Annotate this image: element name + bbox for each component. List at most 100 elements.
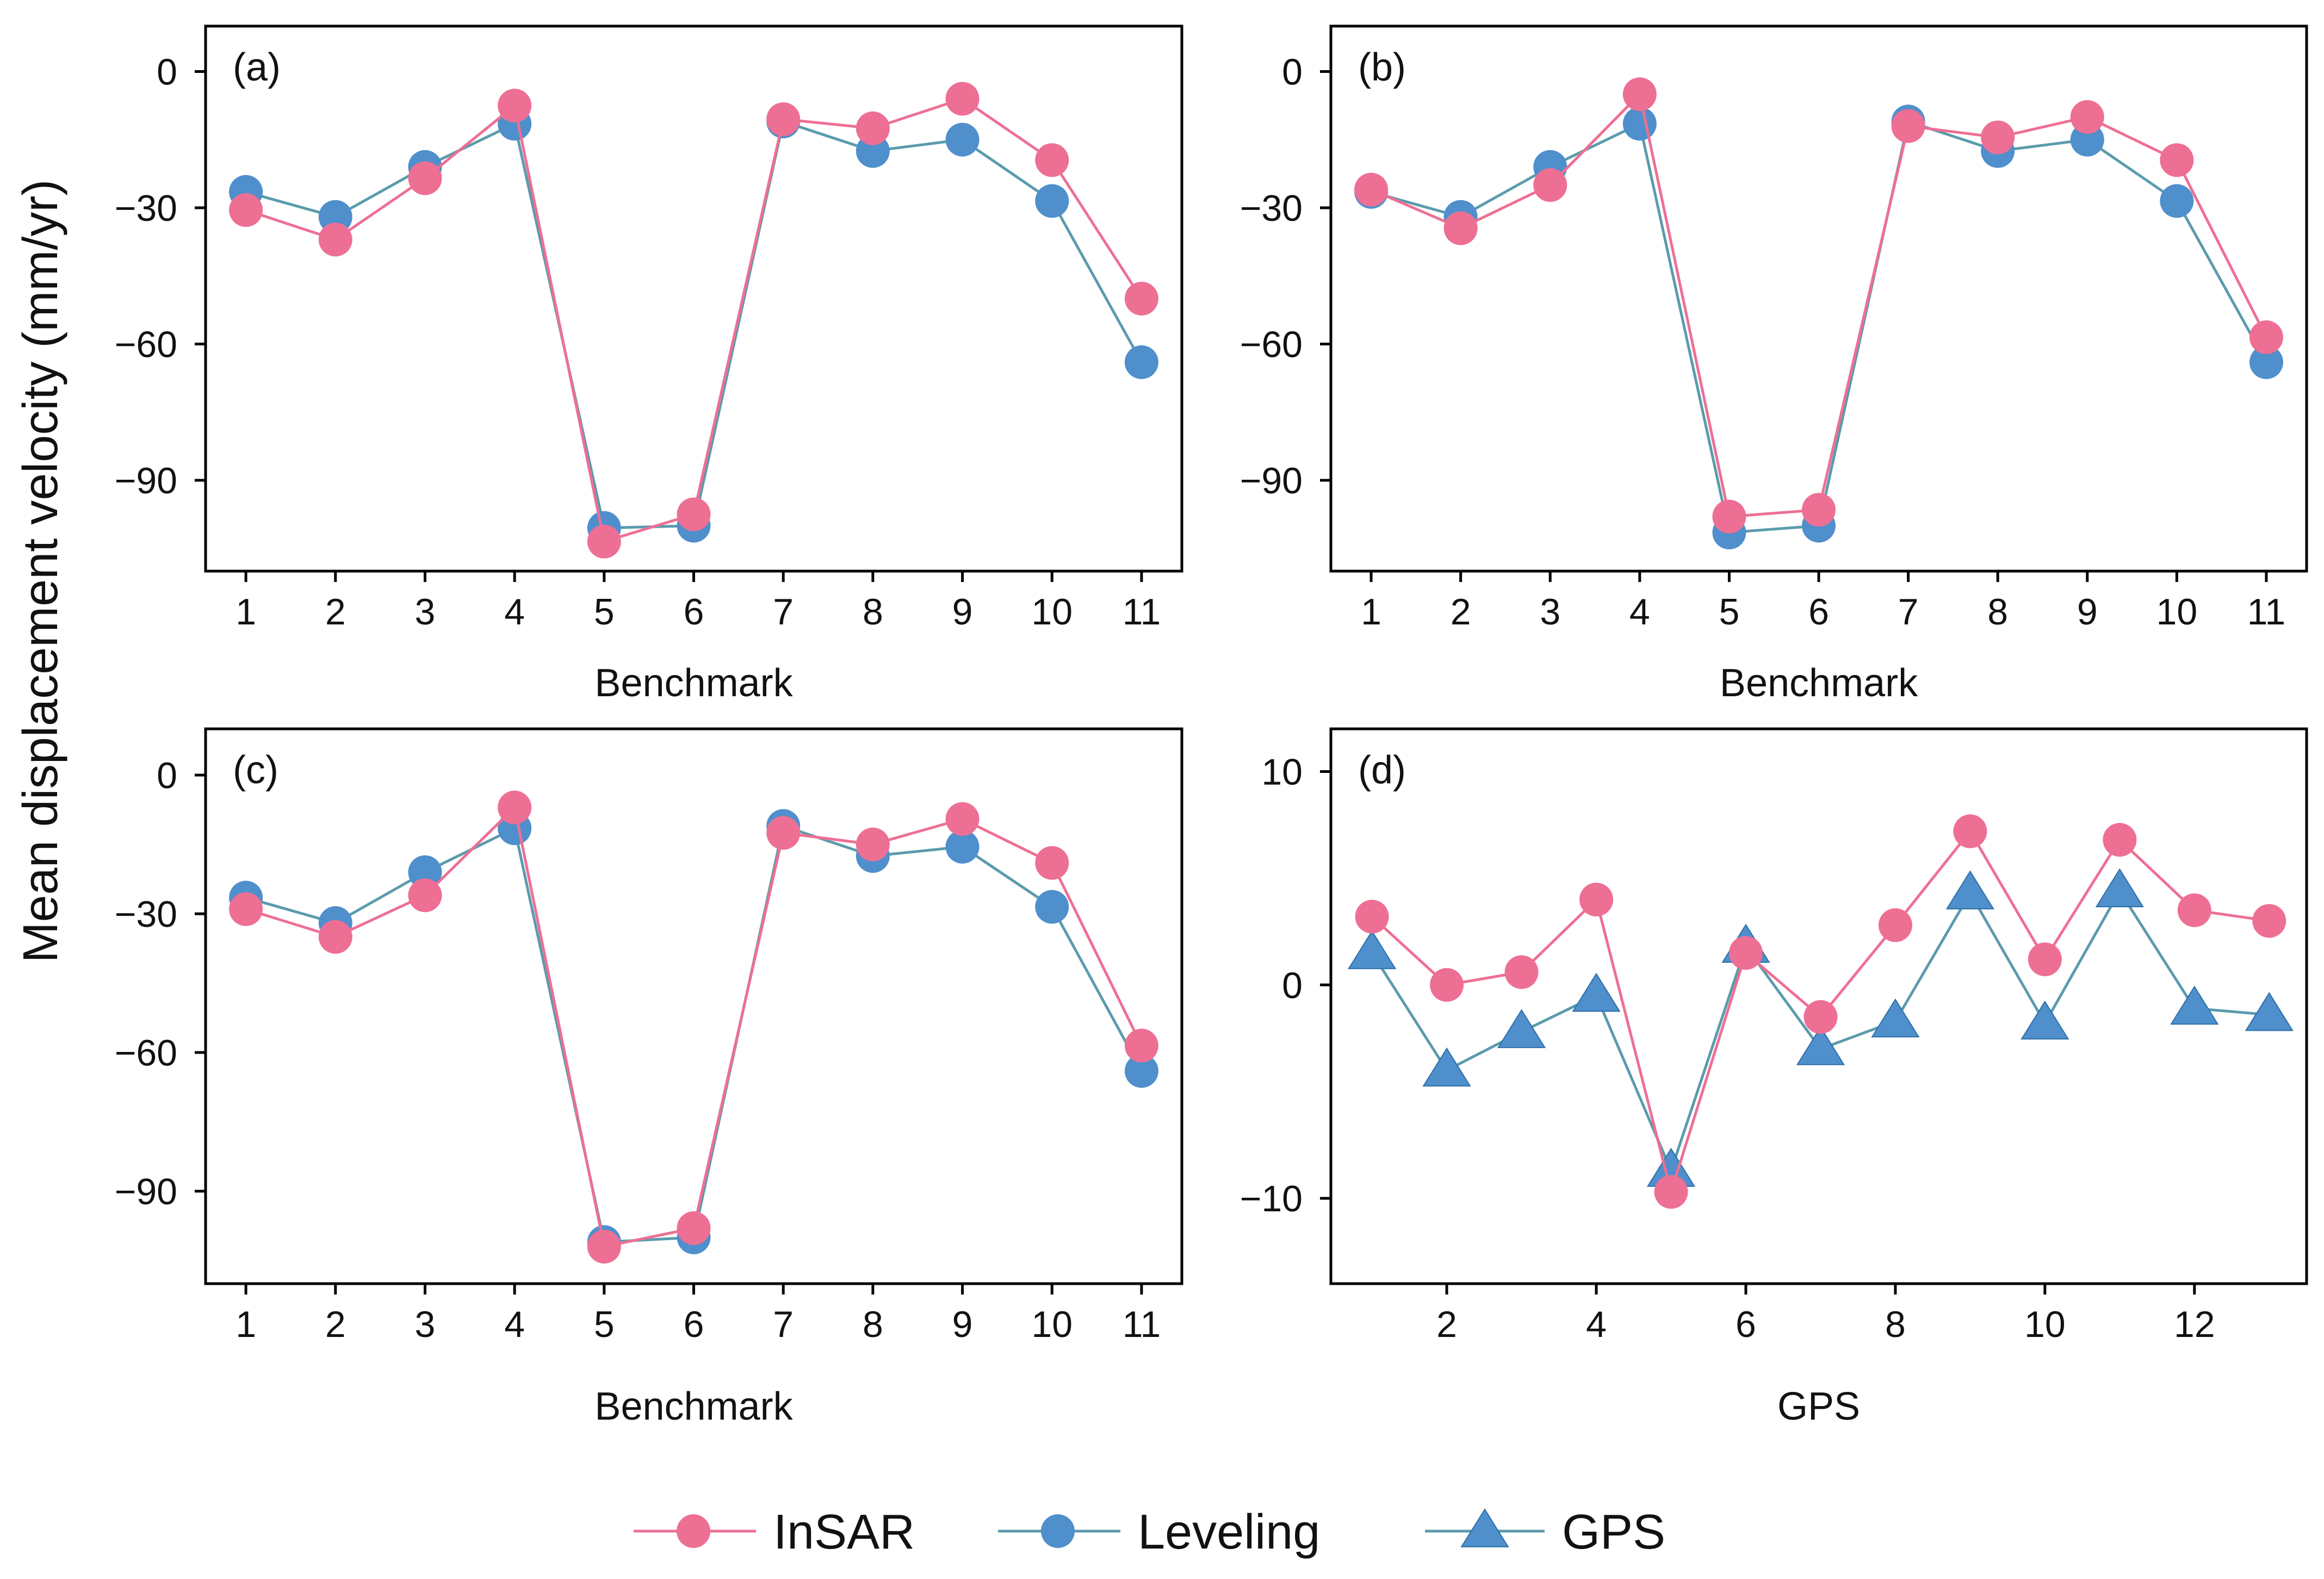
x-tick-label: 2	[1451, 591, 1471, 633]
insar-point	[1533, 168, 1567, 202]
x-tick-label: 11	[1123, 591, 1161, 633]
x-tick-label: 5	[594, 591, 615, 633]
plot-frame	[204, 727, 1183, 1285]
x-tick-label: 5	[594, 1304, 615, 1345]
gps-point	[2245, 992, 2294, 1031]
x-tick-label: 2	[325, 591, 346, 633]
x-tick-label: 7	[1898, 591, 1919, 633]
x-tick-label: 3	[415, 1304, 436, 1345]
gps-point	[2021, 1000, 2069, 1040]
y-tick-label: 0	[1282, 52, 1303, 93]
insar-point	[2028, 942, 2062, 976]
insar-point	[1712, 499, 1746, 534]
insar-point	[1124, 282, 1158, 315]
legend-marker	[1460, 1508, 1509, 1547]
insar-point	[229, 892, 263, 926]
legend: InSAR Leveling GPS	[634, 1505, 1665, 1559]
panel-b: 1 2 3 4 5 6 7 8 9 10 11 0 −30 −60 −90 (b) Benchmark	[1240, 24, 2308, 705]
leveling-point	[408, 855, 442, 889]
insar-point	[1504, 955, 1539, 989]
x-tick-label: 8	[1885, 1304, 1906, 1345]
leveling-point	[1035, 184, 1069, 218]
x-tick-label: 8	[1987, 591, 2008, 633]
legend-marker	[1041, 1514, 1075, 1548]
insar-point	[1124, 1029, 1158, 1063]
series-line	[245, 804, 1143, 1248]
x-tick-label: 10	[2024, 1304, 2066, 1345]
x-tick-label: 6	[684, 1304, 704, 1345]
x-tick-label: 4	[504, 1304, 525, 1345]
insar-point	[498, 790, 532, 825]
legend-label: Leveling	[1138, 1505, 1320, 1559]
legend-marker	[677, 1514, 710, 1548]
legend-label: GPS	[1562, 1505, 1665, 1559]
gps-point	[1945, 870, 1994, 909]
insar-point	[2252, 904, 2286, 938]
x-axis-title: Benchmark	[594, 1385, 793, 1428]
insar-point	[1728, 936, 1763, 970]
y-tick-label: 0	[157, 755, 177, 796]
gps-point	[1497, 1009, 1546, 1048]
panel-label: (c)	[233, 748, 278, 792]
series-leveling	[229, 104, 1158, 545]
insar-point	[408, 161, 442, 195]
x-tick-label: 9	[952, 1304, 973, 1345]
series-leveling	[229, 809, 1158, 1259]
plot-frame	[1329, 727, 2308, 1285]
y-tick-label: −90	[115, 1171, 177, 1212]
insar-point	[408, 878, 442, 912]
gps-point	[1796, 1026, 1845, 1066]
insar-point	[587, 524, 621, 559]
insar-point	[1878, 908, 1912, 942]
leveling-point	[1124, 345, 1158, 379]
gps-point	[1348, 930, 1397, 969]
insar-point	[1622, 77, 1657, 112]
gps-point	[1871, 998, 1920, 1038]
panel-label: (b)	[1358, 46, 1406, 89]
insar-point	[2249, 320, 2283, 354]
x-tick-label: 12	[2174, 1304, 2215, 1345]
series-leveling	[1354, 104, 2283, 550]
y-tick-label: −90	[1240, 460, 1303, 501]
insar-point	[1035, 143, 1069, 177]
insar-point	[1035, 846, 1069, 880]
insar-point	[1430, 968, 1464, 1002]
series-line	[245, 824, 1143, 1244]
x-tick-label: 9	[2077, 591, 2098, 633]
insar-point	[766, 816, 801, 850]
legend-item-gps: GPS	[1425, 1505, 1665, 1559]
leveling-point	[945, 122, 980, 157]
insar-point	[1802, 493, 1836, 527]
x-axis-title: GPS	[1777, 1385, 1860, 1428]
insar-point	[1354, 172, 1389, 207]
x-tick-label: 4	[1586, 1304, 1607, 1345]
series-insar	[229, 790, 1158, 1264]
insar-point	[2070, 100, 2104, 134]
x-tick-label: 4	[1629, 591, 1650, 633]
x-tick-label: 7	[773, 591, 794, 633]
y-tick-label: −90	[115, 460, 177, 501]
y-tick-label: 10	[1261, 751, 1303, 792]
series-line	[1371, 91, 2268, 518]
x-tick-label: 7	[773, 1304, 794, 1345]
x-tick-label: 8	[863, 591, 883, 633]
insar-point	[1355, 900, 1389, 934]
insar-point	[1579, 882, 1614, 917]
series-line	[245, 97, 1143, 543]
insar-point	[677, 1211, 711, 1245]
x-tick-label: 5	[1719, 591, 1739, 633]
x-tick-label: 10	[1031, 591, 1073, 633]
y-tick-label: −30	[115, 894, 177, 935]
panel-d: 2 4 6 8 10 12 10 0 −10 (d) GPS	[1240, 727, 2308, 1428]
insar-point	[498, 89, 532, 123]
x-tick-label: 2	[325, 1304, 346, 1345]
x-tick-label: 1	[1361, 591, 1381, 633]
panel-a: 1 2 3 4 5 6 7 8 9 10 11 0 −30 −60 −90 (a) Benchmark	[115, 24, 1183, 705]
legend-item-insar: InSAR	[634, 1505, 915, 1559]
series-line	[1371, 120, 2268, 534]
y-tick-label: 0	[1282, 965, 1303, 1006]
x-tick-label: 10	[1031, 1304, 1073, 1345]
y-axis-title: Mean displacement velocity (mm/yr)	[14, 179, 68, 963]
